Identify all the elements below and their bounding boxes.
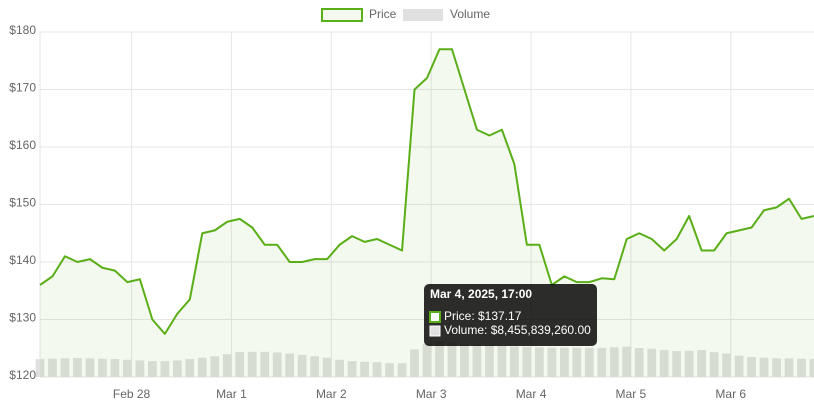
tooltip-box: [424, 284, 597, 346]
volume-bar: [347, 361, 357, 377]
volume-bar: [622, 346, 632, 377]
volume-bar: [435, 341, 444, 377]
tooltip-swatch: [429, 325, 441, 337]
tooltip-line: Price: $137.17: [444, 309, 522, 323]
volume-bar: [609, 347, 619, 377]
volume-bars: [35, 341, 814, 377]
tooltip-swatch: [429, 311, 441, 323]
volume-bar: [135, 360, 145, 377]
x-tick-label: Mar 4: [516, 387, 547, 401]
volume-bar: [797, 358, 806, 377]
legend-swatch: [403, 9, 443, 21]
volume-bar: [722, 353, 731, 377]
volume-bar: [697, 350, 707, 377]
price-line: [39, 48, 814, 377]
volume-bar: [684, 350, 694, 377]
volume-bar: [110, 359, 120, 377]
volume-bar: [60, 358, 70, 377]
legend-swatch: [321, 8, 363, 22]
volume-bar: [547, 347, 557, 377]
legend-label: Volume: [450, 7, 490, 21]
volume-bar: [98, 358, 107, 377]
tooltip-line: Volume: $8,455,839,260.00: [444, 323, 591, 337]
volume-bar: [485, 345, 494, 377]
volume-bar: [397, 363, 407, 377]
volume-bar: [235, 352, 245, 377]
x-tick-label: Feb 28: [113, 387, 151, 401]
x-tick-label: Mar 5: [616, 387, 647, 401]
volume-bar: [534, 347, 544, 377]
volume-bar: [85, 358, 95, 377]
y-tick-label: $170: [9, 81, 36, 95]
volume-bar: [222, 354, 232, 377]
y-tick-label: $140: [9, 253, 36, 267]
volume-bar: [335, 359, 344, 377]
volume-bar: [285, 353, 295, 377]
volume-bar: [734, 355, 744, 377]
x-tick-label: Mar 2: [316, 387, 347, 401]
volume-bar: [647, 348, 657, 377]
volume-bar: [584, 347, 594, 377]
volume-bar: [472, 344, 482, 377]
volume-bar: [297, 354, 307, 377]
x-tick-label: Mar 1: [216, 387, 247, 401]
volume-bar: [48, 358, 57, 377]
volume-bar: [659, 350, 669, 377]
volume-bar: [123, 359, 132, 377]
volume-bar: [385, 363, 394, 377]
tooltip: Mar 4, 2025, 17:00 Price: $137.17 Volume…: [424, 284, 597, 346]
grid: [39, 31, 814, 378]
volume-bar: [809, 359, 814, 377]
volume-bar: [772, 358, 781, 377]
volume-bar: [672, 351, 682, 377]
volume-bar: [709, 352, 719, 377]
volume-bar: [522, 346, 532, 377]
volume-bar: [759, 357, 769, 377]
volume-bar: [172, 360, 182, 377]
y-tick-label: $150: [9, 196, 36, 210]
volume-bar: [497, 345, 507, 377]
y-tick-label: $160: [9, 138, 36, 152]
volume-bar: [460, 343, 469, 377]
volume-bar: [147, 361, 157, 377]
volume-bar: [197, 357, 207, 377]
volume-bar: [360, 361, 369, 377]
price-area: [40, 49, 814, 377]
x-tick-label: Mar 3: [416, 387, 447, 401]
volume-bar: [410, 349, 419, 377]
volume-bar: [73, 358, 82, 377]
volume-bar: [422, 344, 432, 377]
volume-bar: [510, 346, 519, 377]
volume-bar: [160, 361, 170, 377]
volume-bar: [784, 358, 794, 377]
y-tick-label: $120: [9, 368, 36, 382]
tooltip-title: Mar 4, 2025, 17:00: [430, 287, 532, 301]
volume-bar: [210, 356, 220, 377]
x-tick-label: Mar 6: [715, 387, 746, 401]
volume-bar: [597, 347, 607, 377]
volume-bar: [35, 359, 45, 377]
volume-bar: [372, 362, 382, 377]
volume-bar: [185, 359, 195, 377]
legend: Price Volume: [321, 7, 490, 22]
volume-bar: [247, 351, 257, 377]
volume-bar: [747, 356, 756, 377]
volume-bar: [634, 348, 644, 377]
volume-bar: [559, 347, 569, 377]
y-tick-label: $130: [9, 311, 36, 325]
volume-bar: [272, 352, 282, 377]
volume-bar: [447, 342, 457, 377]
volume-bar: [260, 351, 270, 377]
legend-label: Price: [369, 7, 397, 21]
price-line: [39, 48, 814, 335]
axis-labels: $120 $130 $140 $150 $160 $170 $180 Feb 28 Mar 1 M…: [9, 23, 746, 401]
volume-bar: [310, 356, 320, 377]
y-tick-label: $180: [9, 23, 36, 37]
volume-bar: [322, 357, 332, 377]
volume-bar: [572, 347, 582, 377]
